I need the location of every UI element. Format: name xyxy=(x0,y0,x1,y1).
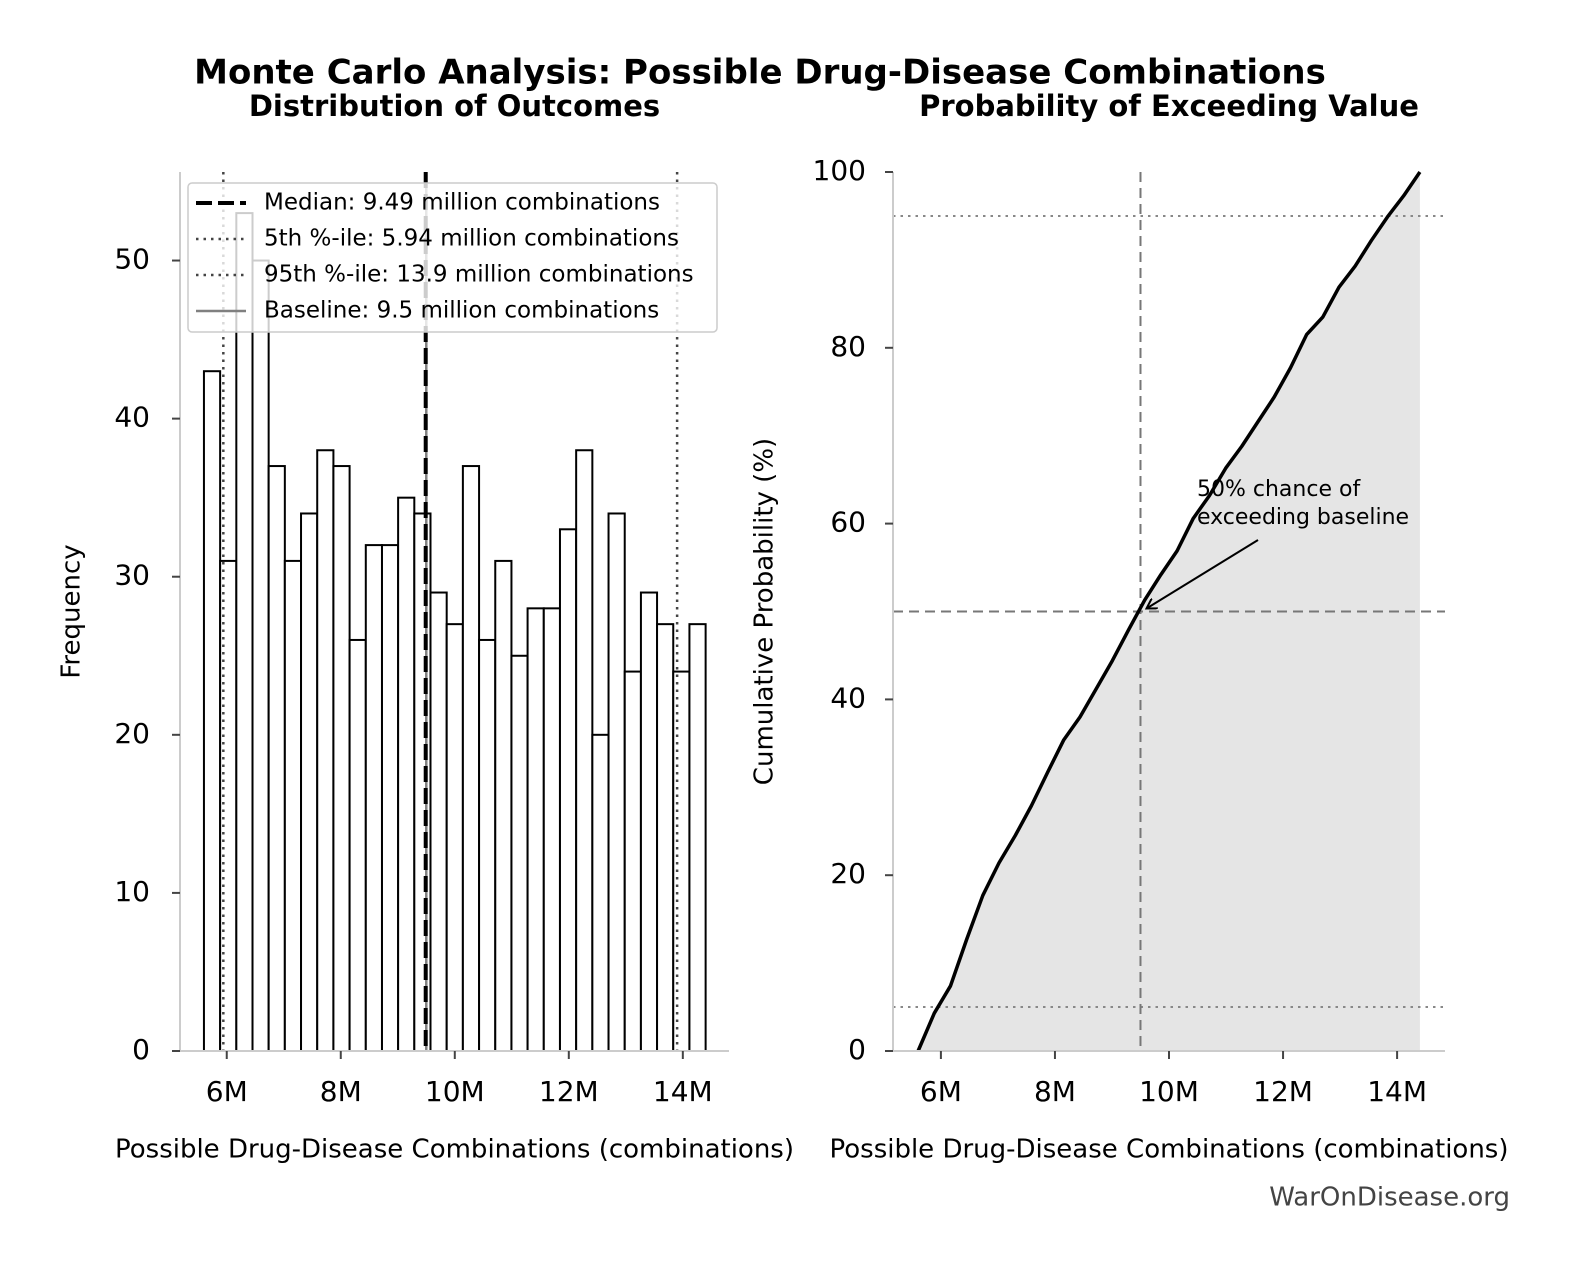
histogram-bar xyxy=(251,259,270,1053)
y-tick-label: 0 xyxy=(132,1033,150,1066)
legend-label: 95th %-ile: 13.9 million combinations xyxy=(264,262,694,288)
histogram-bar xyxy=(639,591,659,1052)
legend-label: 5th %-ile: 5.94 million combinations xyxy=(264,226,679,252)
x-tick-label: 10M xyxy=(1139,1075,1199,1108)
histogram-bar xyxy=(413,512,432,1052)
histogram-bar xyxy=(219,559,238,1053)
subplot-title: Distribution of Outcomes xyxy=(249,89,660,123)
histogram-bar xyxy=(397,496,416,1052)
histogram-bar xyxy=(494,559,513,1053)
histogram-bar xyxy=(429,591,448,1052)
histogram-bar xyxy=(575,449,594,1052)
y-tick-label: 60 xyxy=(830,506,866,539)
histogram-bar xyxy=(607,512,626,1052)
y-tick-label: 0 xyxy=(848,1033,866,1066)
histogram-bar xyxy=(461,465,481,1052)
x-tick-label: 8M xyxy=(320,1075,362,1108)
y-tick-label: 30 xyxy=(114,559,150,592)
legend-box xyxy=(187,182,718,333)
x-axis-label: Possible Drug-Disease Combinations (comb… xyxy=(829,1135,1508,1165)
x-tick-label: 6M xyxy=(920,1075,962,1108)
cdf-line xyxy=(916,171,1422,1052)
histogram-bar xyxy=(478,638,497,1052)
histogram-bar xyxy=(202,370,222,1053)
histogram-bar xyxy=(623,670,642,1053)
annotation-text: 50% chance of xyxy=(1197,477,1361,502)
legend-label: Median: 9.49 million combinations xyxy=(264,190,660,216)
x-axis-label: Possible Drug-Disease Combinations (comb… xyxy=(115,1135,794,1165)
histogram-bar xyxy=(316,449,335,1052)
x-tick-label: 14M xyxy=(1367,1075,1427,1108)
histogram-bar xyxy=(267,465,286,1052)
histogram-bar xyxy=(542,607,561,1052)
y-tick-label: 20 xyxy=(114,717,150,750)
histogram-bar xyxy=(688,623,707,1052)
histogram-bar xyxy=(656,623,675,1052)
histogram-bar xyxy=(380,544,400,1052)
y-tick-label: 100 xyxy=(813,154,866,187)
x-tick-label: 10M xyxy=(425,1075,485,1108)
y-tick-label: 40 xyxy=(114,401,150,434)
histogram-bar xyxy=(510,654,529,1052)
histogram-bar xyxy=(591,733,610,1052)
y-tick-label: 40 xyxy=(830,681,866,714)
x-tick-label: 12M xyxy=(539,1075,599,1108)
x-tick-label: 6M xyxy=(206,1075,248,1108)
y-tick-label: 10 xyxy=(114,875,150,908)
footer: WarOnDisease.org xyxy=(1269,1183,1510,1213)
histogram-bar xyxy=(300,512,319,1052)
histogram-bar xyxy=(283,559,303,1053)
y-axis-label: Cumulative Probability (%) xyxy=(750,438,780,785)
legend-label: Baseline: 9.5 million combinations xyxy=(264,298,659,324)
annotation-text: exceeding baseline xyxy=(1197,505,1409,530)
histogram-bar xyxy=(348,638,367,1052)
histogram-bar xyxy=(558,528,578,1052)
y-tick-label: 80 xyxy=(830,330,866,363)
y-axis-label: Frequency xyxy=(57,544,87,678)
y-tick-label: 20 xyxy=(830,857,866,890)
histogram-bar xyxy=(332,465,351,1052)
histogram-bar xyxy=(235,212,254,1052)
subplot-title: Probability of Exceeding Value xyxy=(919,89,1419,123)
histogram-bar xyxy=(364,544,383,1052)
annotation-arrow xyxy=(1146,539,1259,609)
x-tick-label: 14M xyxy=(653,1075,713,1108)
x-tick-label: 12M xyxy=(1253,1075,1313,1108)
y-tick-label: 50 xyxy=(114,243,150,276)
histogram-bar xyxy=(445,623,464,1052)
figure-title: Monte Carlo Analysis: Possible Drug-Dise… xyxy=(194,53,1326,93)
x-tick-label: 8M xyxy=(1034,1075,1076,1108)
histogram-bar xyxy=(672,670,691,1053)
histogram-bar xyxy=(526,607,545,1052)
